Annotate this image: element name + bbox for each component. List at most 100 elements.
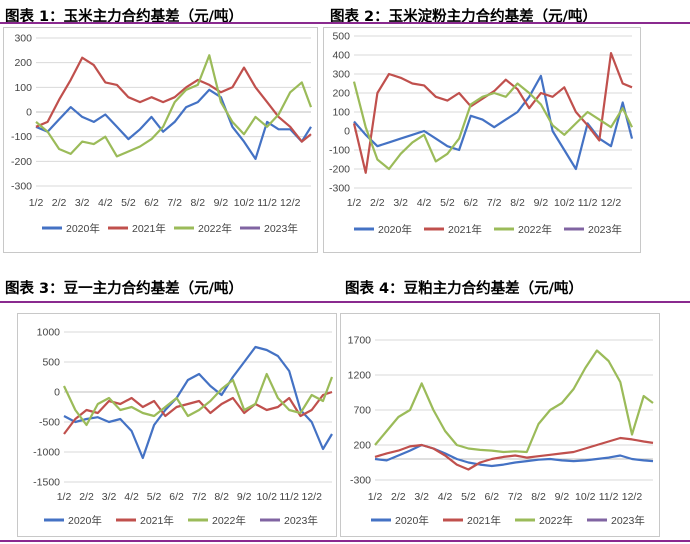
chart-2-y-tick-label: 200 [332,88,350,100]
top-divider-rule [0,22,690,24]
chart-4-y-tick-label: -300 [350,475,371,487]
chart-1-y-tick-label: 300 [14,33,32,45]
chart-3-svg: 1000 500 0 -500 -1000 -1500 1/2 2/2 3/2 4/2 5/2 6/2… [33,327,334,527]
chart-4-y-tick-label: 200 [353,440,371,452]
chart-3-x-tick-label: 2/2 [79,491,94,503]
chart-3-y-tick-label: 500 [42,357,60,369]
chart-3-x-tick-label: 1/2 [57,491,72,503]
chart-1-x-tick-label: 3/2 [75,197,90,209]
chart-2-x-tick-label: 3/2 [393,197,408,209]
chart-2-x-tick-label: 1/2 [347,197,362,209]
chart-2-series-line-2020年 [353,74,634,171]
chart-4-x-tick-label: 12/2 [622,491,643,503]
chart-1-x-tick-label: 7/2 [167,197,182,209]
chart-1-x-tick-label: 1/2 [29,197,44,209]
chart-3-legend-label: 2020年 [68,514,102,527]
chart-3-title: 图表 3：豆一主力合约基差（元/吨） [5,281,243,297]
chart-2-y-tick-label: 400 [332,50,350,62]
chart-2-y-tick-label: 500 [332,31,350,43]
chart-1-series-line-2022年 [35,54,313,158]
chart-2-legend-label: 2023年 [588,223,622,236]
chart-1-legend-label: 2021年 [132,222,166,235]
chart-3-legend-label: 2023年 [284,514,318,527]
chart-1-frame: 300 200 100 0 -100 -200 -300 1/2 2/2 3/2 4/2 5/2 6/2… [3,27,318,253]
chart-3-y-tick-label: -1000 [33,447,60,459]
chart-2-y-tick-label: -300 [329,183,350,195]
chart-3-frame: 1000 500 0 -500 -1000 -1500 1/2 2/2 3/2 4/2 5/2 6/2… [17,313,337,537]
chart-1-x-tick-label: 12/2 [280,197,301,209]
chart-3-x-tick-label: 7/2 [192,491,207,503]
chart-3-y-tick-label: -1500 [33,477,60,489]
chart-4-x-tick-label: 10/2 [575,491,596,503]
chart-3-legend-label: 2022年 [212,514,246,527]
chart-4-x-tick-label: 7/2 [508,491,523,503]
chart-1-series-line-2021年 [35,56,312,143]
chart-4-series-line-2021年 [374,436,654,471]
chart-1-y-tick-label: -300 [11,181,32,193]
chart-1-x-tick-label: 9/2 [214,197,229,209]
chart-2-x-tick-label: 10/2 [554,197,575,209]
chart-4-x-tick-label: 11/2 [599,491,619,503]
chart-4-legend-label: 2022年 [539,514,573,527]
chart-1-x-tick-label: 8/2 [190,197,205,209]
chart-4-legend-label: 2023年 [611,514,645,527]
chart-4-legend-label: 2020年 [395,514,429,527]
chart-1-x-tick-label: 6/2 [144,197,159,209]
chart-4-legend-label: 2021年 [467,514,501,527]
chart-2-y-tick-label: 0 [344,126,350,138]
chart-4-x-tick-label: 4/2 [438,491,453,503]
chart-4-series-line-2022年 [374,349,654,454]
chart-2-x-tick-label: 12/2 [601,197,622,209]
chart-3-x-tick-label: 9/2 [237,491,252,503]
chart-2-y-tick-label: 300 [332,69,350,81]
chart-2-x-tick-label: 4/2 [417,197,432,209]
chart-3-x-tick-label: 8/2 [214,491,229,503]
chart-2-series-line-2022年 [352,81,633,171]
chart-1-svg: 300 200 100 0 -100 -200 -300 1/2 2/2 3/2 4/2 5/2 6/2… [11,33,313,235]
chart-2-y-tick-label: -200 [329,164,350,176]
chart-1-series-line-2020年 [35,88,312,160]
chart-2-frame: 500 400 300 200 100 0 -100 -200 -300 1/2 2/2 3/2 4/2… [323,27,641,253]
chart-1-x-tick-label: 4/2 [98,197,113,209]
chart-1-y-tick-label: -200 [11,156,32,168]
chart-2-series-line-2021年 [352,52,633,174]
chart-2-legend-label: 2022年 [518,223,552,236]
chart-2-title: 图表 2：玉米淀粉主力合约基差（元/吨） [330,9,597,25]
chart-3-series-line-2020年 [63,345,333,460]
chart-1-legend-label: 2020年 [66,222,100,235]
chart-2-x-tick-label: 9/2 [534,197,549,209]
chart-3-x-tick-label: 10/2 [256,491,277,503]
chart-3-x-tick-label: 11/2 [279,491,299,503]
chart-2-y-tick-label: -100 [329,145,350,157]
chart-3-y-tick-label: 0 [54,387,60,399]
chart-4-title: 图表 4：豆粕主力合约基差（元/吨） [345,281,583,297]
chart-2-svg: 500 400 300 200 100 0 -100 -200 -300 1/2 2/2 3/2 4/2… [329,31,634,236]
chart-3-x-tick-label: 4/2 [124,491,139,503]
chart-4-x-tick-label: 5/2 [461,491,476,503]
chart-2-legend-label: 2021年 [448,223,482,236]
chart-4-y-tick-label: 700 [353,405,371,417]
chart-4-x-tick-label: 9/2 [555,491,570,503]
chart-1-legend-label: 2023年 [264,222,298,235]
chart-1-x-tick-label: 10/2 [234,197,255,209]
middle-divider-rule [0,301,690,303]
bottom-divider-rule [0,540,690,542]
chart-4-y-tick-label: 1700 [348,335,372,347]
chart-1-x-tick-label: 5/2 [121,197,136,209]
chart-3-x-tick-label: 3/2 [102,491,117,503]
chart-2-y-tick-label: 100 [332,107,350,119]
chart-3-y-tick-label: 1000 [37,327,61,339]
chart-4-x-tick-label: 3/2 [414,491,429,503]
chart-4-x-tick-label: 2/2 [391,491,406,503]
chart-2-x-tick-label: 6/2 [464,197,479,209]
chart-3-series-line-2021年 [63,390,333,435]
chart-2-x-tick-label: 11/2 [578,197,598,209]
chart-1-x-tick-label: 2/2 [52,197,67,209]
chart-1-y-tick-label: -100 [11,131,32,143]
chart-1-y-tick-label: 100 [14,82,32,94]
chart-1-y-tick-label: 0 [26,107,32,119]
chart-4-y-tick-label: 1200 [348,370,372,382]
chart-2-x-tick-label: 7/2 [487,197,502,209]
chart-3-series-line-2022年 [63,372,334,427]
chart-1-x-tick-label: 11/2 [257,197,277,209]
